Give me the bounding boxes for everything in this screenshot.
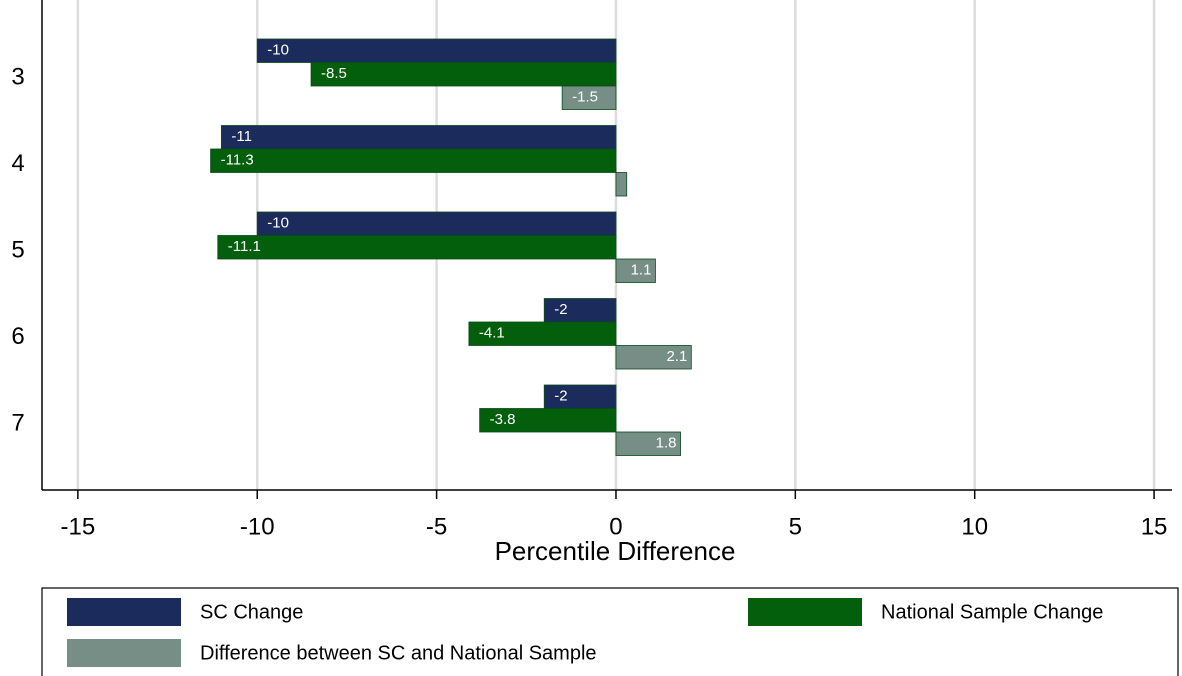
bar [468,321,617,346]
x-axis-title: Percentile Difference [495,536,736,566]
legend-swatch [748,598,862,626]
y-tick-label: 7 [11,409,24,436]
data-label: -4.1 [479,325,505,342]
data-label: 1.1 [631,262,652,279]
data-label: -2 [554,388,567,405]
data-label: -11.1 [228,238,261,255]
bar [479,408,617,433]
x-tick-label: -15 [61,513,96,540]
x-tick-label: -5 [426,513,447,540]
bar [615,431,681,456]
legend-label: Difference between SC and National Sampl… [200,642,597,664]
data-label: 1.8 [656,435,677,452]
data-label: 2.1 [666,348,687,365]
bar [561,85,617,110]
bar [615,345,692,370]
bar [615,258,656,283]
x-tick-label: -10 [240,513,275,540]
legend-swatch [67,639,181,667]
bar [256,211,617,236]
data-label: -10 [267,215,289,232]
legend-swatch [67,598,181,626]
x-tick-label: 5 [789,513,802,540]
legend-label: SC Change [200,601,303,623]
y-tick-label: 4 [11,150,24,177]
x-tick-label: 0 [609,513,622,540]
bar [220,125,617,150]
bar [217,235,617,260]
data-label: -11.3 [221,152,254,169]
y-tick-label: 6 [11,323,24,350]
y-tick-label: 5 [11,236,24,263]
legend-box [41,587,1179,676]
x-tick-label: 10 [961,513,988,540]
bar [210,148,617,173]
data-label: -1.5 [572,89,598,106]
legend-label: National Sample Change [881,601,1103,623]
y-tick-label: 3 [11,63,24,90]
bar [256,38,617,63]
x-tick-label: 15 [1141,513,1168,540]
data-label: -3.8 [490,411,516,428]
data-label: -8.5 [321,65,347,82]
bar [615,172,628,197]
data-label: -2 [554,301,567,318]
data-label: -11 [231,128,252,145]
data-label: -10 [267,42,289,59]
bar [310,62,617,87]
